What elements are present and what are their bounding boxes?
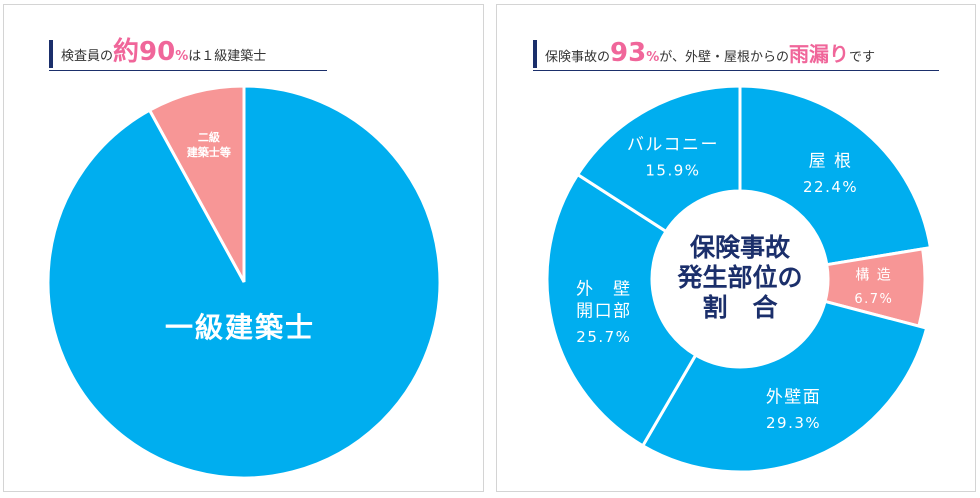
right-heading: 保険事故の93%が、外壁・屋根からの雨漏りです (533, 27, 939, 71)
donut-slice (575, 84, 742, 234)
right-panel: 保険事故の93%が、外壁・屋根からの雨漏りです 屋 根 22.4% 構 造 6.7% 外… (496, 4, 976, 492)
heading-prefix: 検査員の (61, 49, 114, 64)
right-donut-chart: 屋 根 22.4% 構 造 6.7% 外壁面 29.3% 外 壁開口部 25.7% バルコニー 1… (545, 84, 933, 474)
left-heading: 検査員の約90%は１級建築士 (49, 27, 327, 71)
slice-label: バルコニー 15.9% (627, 135, 719, 180)
slice-label: 構 造 6.7% (854, 267, 893, 307)
donut-slice (545, 172, 698, 448)
heading-unit: % (175, 49, 189, 64)
donut-slice (640, 299, 929, 474)
heading-accent-bar (49, 40, 53, 68)
left-pie-chart: 一級建築士 二級建築士等 (46, 84, 442, 480)
heading-underline (533, 70, 939, 71)
heading-suffix: は１級建築士 (188, 49, 267, 64)
left-heading-text: 検査員の約90%は１級建築士 (61, 31, 266, 68)
heading-underline (49, 70, 327, 71)
slice-label: 屋 根 22.4% (803, 151, 858, 196)
slice-label: 二級建築士等 (187, 130, 231, 159)
heading-suffix: です (848, 50, 875, 65)
right-heading-text: 保険事故の93%が、外壁・屋根からの雨漏りです (545, 38, 875, 68)
heading-emphasis: 雨漏り (788, 42, 849, 66)
pie-slice (147, 84, 246, 283)
heading-number: 約90 (113, 37, 176, 67)
heading-mid: が、外壁・屋根からの (659, 50, 789, 65)
donut-center-title: 保険事故発生部位の割 合 (676, 233, 802, 322)
slice-label: 一級建築士 (165, 311, 315, 344)
heading-accent-bar (533, 40, 537, 68)
heading-number: 93 (610, 38, 647, 68)
heading-unit: % (646, 50, 660, 65)
slice-label: 外 壁開口部 25.7% (576, 280, 632, 347)
donut-slice (738, 84, 933, 267)
left-panel: 検査員の約90%は１級建築士 一級建築士 二級建築士等 (3, 4, 484, 492)
pie-slice (46, 84, 442, 480)
slice-label: 外壁面 29.3% (766, 387, 822, 432)
heading-prefix: 保険事故の (545, 50, 611, 65)
